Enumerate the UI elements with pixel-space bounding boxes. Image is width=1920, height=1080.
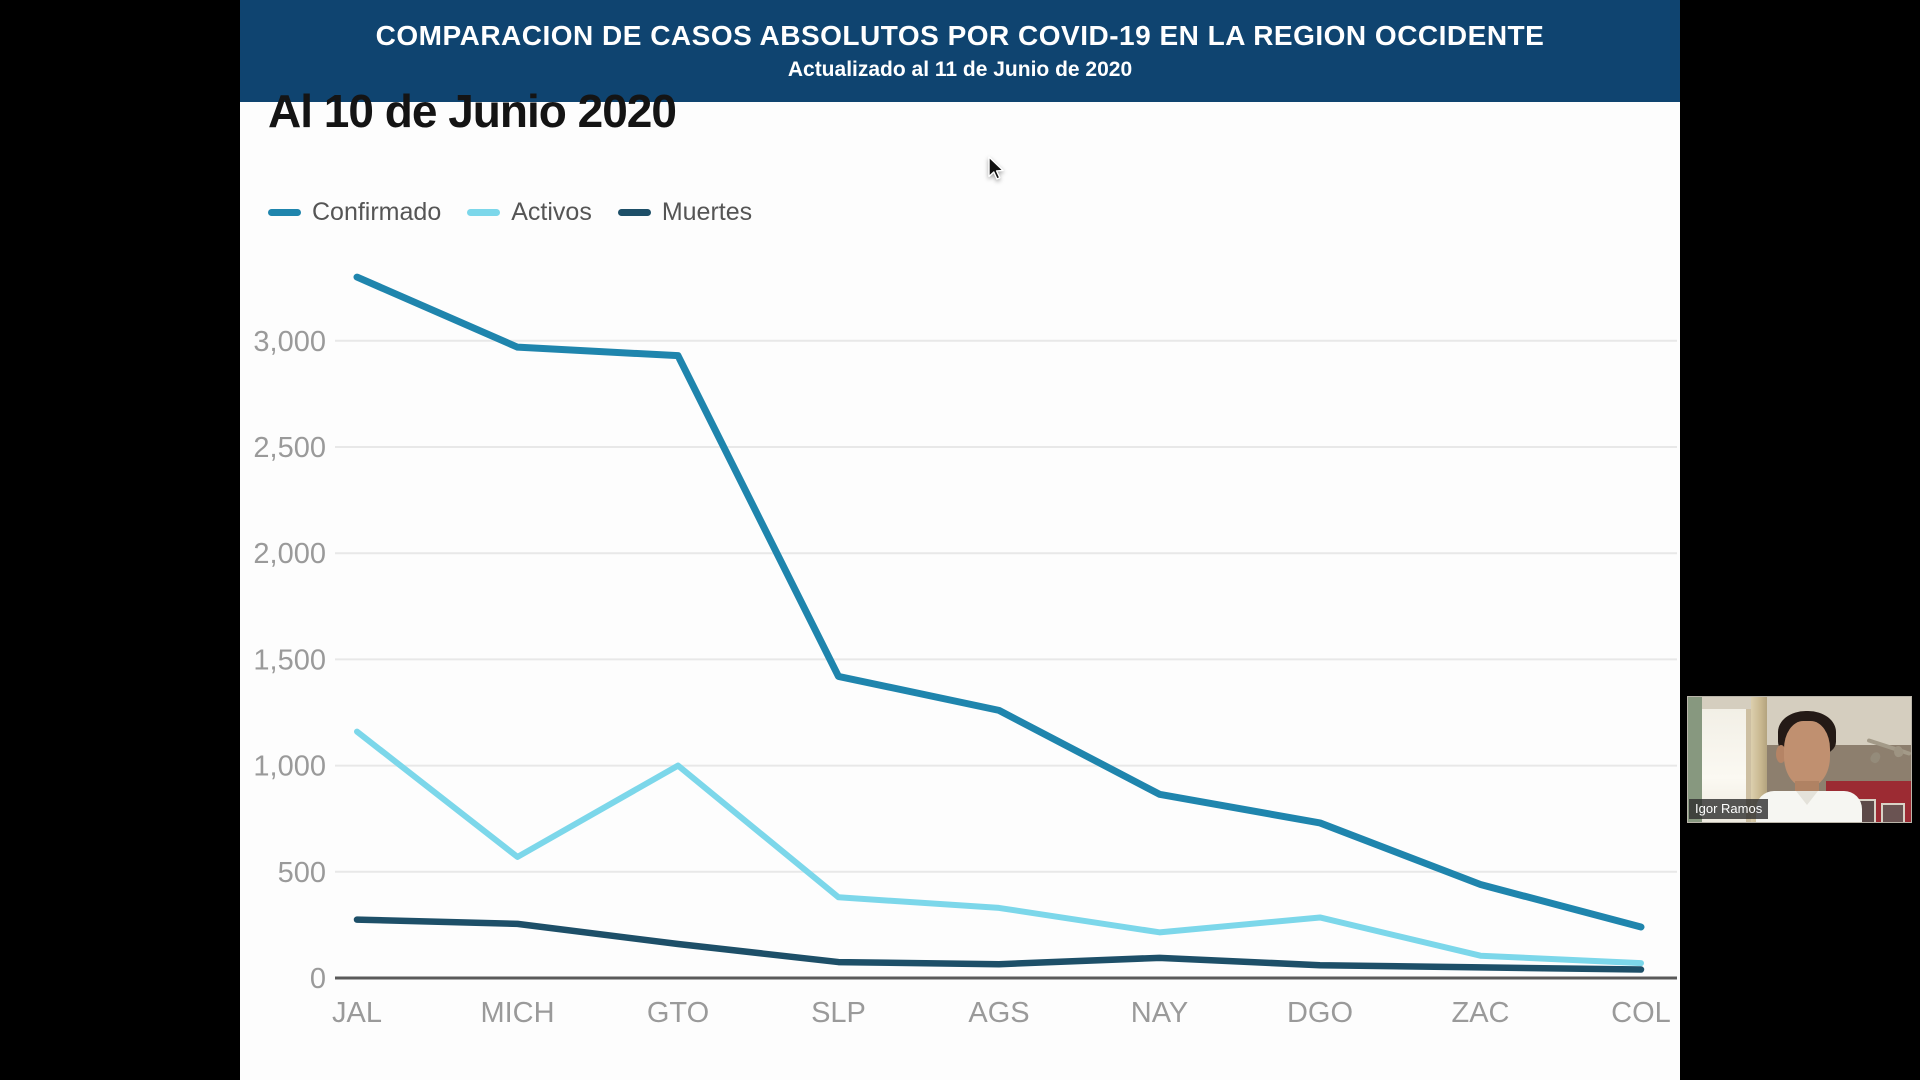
- y-tick-label: 2,000: [253, 538, 326, 570]
- legend-label-muertes: Muertes: [661, 198, 753, 226]
- x-tick-label: COL: [1611, 997, 1671, 1029]
- person-face: [1784, 721, 1830, 787]
- webcam-picture-frame: [1881, 803, 1905, 822]
- muertes-line-swatch-icon: [617, 209, 651, 216]
- chart-legend: Confirmado Activos Muertes: [268, 198, 752, 227]
- activos-line-swatch-icon: [467, 209, 501, 216]
- chart-title: Al 10 de Junio 2020: [268, 85, 677, 137]
- y-tick-label: 1,000: [253, 751, 326, 783]
- legend-label-activos: Activos: [511, 198, 592, 226]
- person-ear: [1776, 745, 1786, 763]
- x-tick-label: NAY: [1131, 997, 1188, 1029]
- webcam-window-frame: [1746, 709, 1751, 822]
- participant-name-badge: Igor Ramos: [1689, 799, 1769, 819]
- legend-label-confirmado: Confirmado: [312, 198, 442, 226]
- webcam-curtain: [1751, 697, 1767, 822]
- line-chart: 0 500 1,000 1,500 2,000 2,500 3,000 JAL MICH GTO S…: [253, 273, 1677, 1029]
- x-tick-label: SLP: [811, 997, 866, 1029]
- legend-item-confirmado: Confirmado: [268, 198, 441, 227]
- legend-item-muertes: Muertes: [617, 198, 753, 227]
- webcam-left-wall: [1688, 697, 1702, 822]
- legend-item-activos: Activos: [467, 198, 592, 227]
- y-tick-label: 0: [310, 963, 326, 995]
- slide-header-title: COMPARACION DE CASOS ABSOLUTOS POR COVID…: [375, 20, 1545, 51]
- series-line-muertes: [353, 916, 1645, 973]
- y-tick-label: 3,000: [253, 326, 326, 358]
- series-line-activos: [354, 728, 1644, 967]
- x-tick-label: MICH: [480, 997, 554, 1029]
- slide-header-subtitle: Actualizado al 11 de Junio de 2020: [787, 58, 1133, 81]
- series-line-confirmado: [353, 273, 1645, 931]
- y-tick-label: 2,500: [253, 432, 326, 464]
- confirmado-line-swatch-icon: [268, 209, 301, 216]
- mouse-cursor: [988, 156, 1004, 180]
- x-tick-label: GTO: [647, 997, 709, 1029]
- x-tick-label: JAL: [332, 997, 382, 1029]
- x-tick-label: AGS: [968, 997, 1029, 1029]
- x-tick-label: ZAC: [1452, 997, 1510, 1029]
- x-tick-label: DGO: [1287, 997, 1353, 1029]
- webcam-overlay[interactable]: Igor Ramos: [1687, 696, 1912, 823]
- slide-header: COMPARACION DE CASOS ABSOLUTOS POR COVID…: [240, 0, 1680, 102]
- presentation-slide: COMPARACION DE CASOS ABSOLUTOS POR COVID…: [240, 0, 1680, 1080]
- y-tick-label: 1,500: [253, 644, 326, 676]
- y-tick-label: 500: [278, 857, 326, 889]
